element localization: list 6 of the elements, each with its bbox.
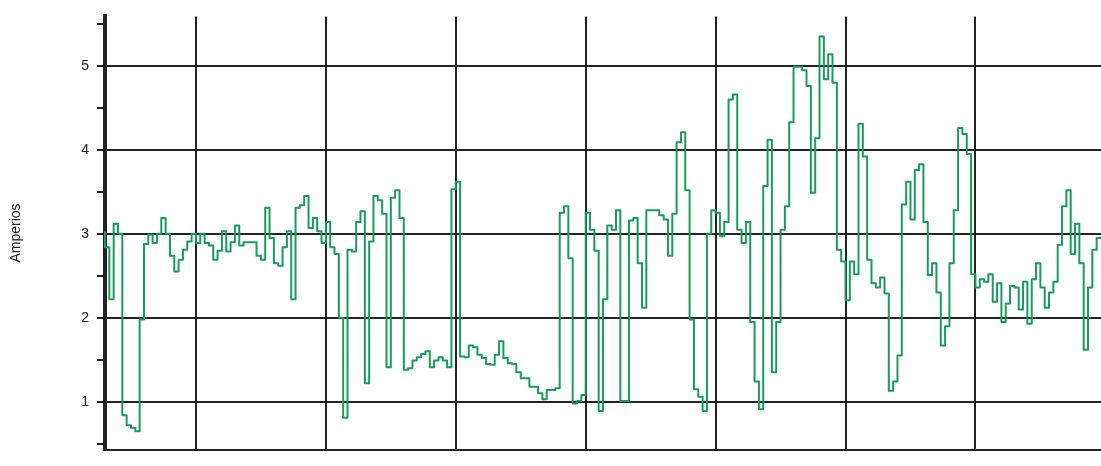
y-tick-label: 3 xyxy=(81,224,90,241)
y-axis-title: Amperios xyxy=(7,203,24,263)
y-tick-label: 5 xyxy=(81,56,90,73)
y-tick-label: 4 xyxy=(81,140,90,157)
y-tick-label: 2 xyxy=(81,308,90,325)
y-tick-label: 1 xyxy=(81,392,90,409)
